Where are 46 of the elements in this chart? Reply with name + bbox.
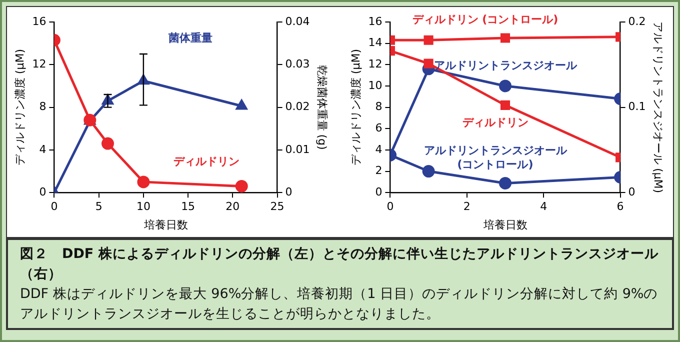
y-tick-label: 12: [368, 58, 382, 71]
y-axis-title: ディルドリン濃度 (μM): [13, 49, 26, 166]
series-label: アルドリントランスジオール: [434, 58, 578, 72]
y-axis-title: ディルドリン濃度 (μM): [349, 49, 362, 166]
series-label: ディルドリン (コントロール): [412, 12, 558, 26]
y-tick-label: 16: [32, 14, 46, 28]
x-axis-title: 培養日数: [482, 218, 528, 232]
y2-tick-label: 0.2: [628, 14, 646, 28]
y-tick-label: 0: [39, 185, 46, 198]
y-tick-label: 6: [375, 121, 382, 134]
y-tick-label: 10: [368, 78, 382, 92]
x-tick-label: 6: [616, 200, 624, 214]
x-tick-label: 5: [95, 200, 102, 214]
y2-tick-label: 0: [285, 185, 292, 198]
y2-tick-label: 0.1: [628, 100, 646, 114]
y-tick-label: 14: [368, 36, 382, 50]
text: 菌体重量: [167, 32, 212, 45]
y-tick-label: 16: [368, 14, 382, 28]
x-tick-label: 25: [270, 200, 284, 214]
series-label: アルドリントランスジオール (コントロール): [424, 144, 568, 172]
y2-tick-label: 0.01: [285, 142, 310, 156]
y2-tick-label: 0: [628, 185, 636, 198]
x-tick-label: 0: [50, 200, 58, 214]
y2-tick-label: 0.04: [285, 14, 310, 28]
x-tick-label: 10: [136, 200, 150, 214]
series-label: ディルドリン: [173, 154, 240, 168]
x-tick-label: 4: [540, 200, 548, 214]
y-tick-label: 4: [375, 142, 382, 156]
y2-tick-label: 0.03: [285, 58, 310, 71]
x-tick-label: 20: [226, 200, 240, 214]
y2-axis-title: 乾燥菌体重量 (g): [316, 64, 329, 150]
y-tick-label: 0: [375, 185, 382, 198]
text: 図２ DDF 株によるディルドリンの分解（左）とその分解に伴い生じたアルドリントランスジオール（右）: [20, 245, 660, 284]
x-tick-label: 2: [463, 200, 470, 214]
y-tick-label: 4: [39, 142, 46, 156]
y-tick-label: 8: [39, 100, 46, 114]
y2-tick-label: 0.02: [285, 100, 310, 114]
x-tick-label: 0: [386, 200, 394, 214]
y-tick-label: 8: [375, 100, 382, 114]
x-tick-label: 15: [181, 200, 196, 214]
series-label: ディルドリン: [462, 116, 528, 130]
y-tick-label: 2: [375, 164, 382, 178]
x-axis-title: 培養日数: [142, 218, 188, 232]
text: DDF 株はディルドリンを最大 96%分解し、培養初期（1 日目）のディルドリン分解に対して約 9%のアルドリントランスジオールを生じることが明らかとなりました。: [20, 285, 659, 324]
y-tick-label: 12: [32, 58, 46, 71]
y2-axis-title: アルドリントランスジオール (μM): [652, 22, 665, 194]
